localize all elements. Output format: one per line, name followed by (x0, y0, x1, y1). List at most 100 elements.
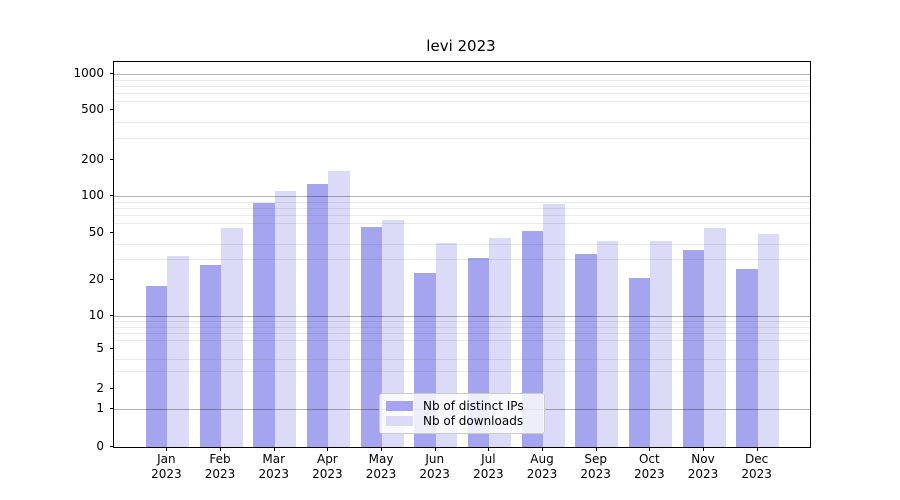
x-tick-year-aug: 2023 (526, 467, 558, 481)
x-tick-label-jun: Jun 2023 (407, 452, 463, 482)
x-tick-aug (542, 447, 544, 451)
x-tick-label-nov: Nov 2023 (675, 452, 731, 482)
bar-distinct-ips-dec (736, 268, 758, 447)
bar-distinct-ips-sep (575, 254, 597, 447)
y-tick-label-1: 1 (96, 401, 104, 416)
bar-distinct-ips-aug (521, 230, 544, 447)
gridline-minor-90 (114, 201, 810, 203)
bar-downloads-apr (328, 170, 350, 447)
bar-distinct-ips-jan (145, 285, 168, 447)
bar-downloads-dec (757, 233, 780, 447)
gridline-minor-60 (114, 223, 810, 225)
gridline-minor-600 (114, 100, 810, 102)
x-tick-label-feb: Feb 2023 (192, 452, 248, 482)
x-tick-oct (649, 447, 651, 451)
y-tick-label-100: 100 (81, 188, 104, 202)
legend-item-distinct-ips: Nb of distinct IPs (386, 398, 538, 414)
x-tick-label-jan: Jan 2023 (138, 452, 194, 482)
x-tick-apr (327, 447, 329, 451)
y-tick-label-50: 50 (88, 224, 104, 239)
bar-downloads-jan (167, 255, 189, 447)
bar-downloads-aug (543, 203, 565, 447)
gridline-minor-700 (114, 92, 810, 94)
x-tick-jan (166, 447, 168, 451)
x-tick-label-aug: Aug 2023 (514, 452, 570, 482)
x-tick-mar (273, 447, 275, 451)
x-tick-year-nov: 2023 (687, 467, 719, 481)
y-tick-label-200: 200 (81, 152, 104, 167)
legend-swatch-downloads (386, 416, 413, 427)
bar-downloads-mar (274, 191, 297, 447)
x-tick-year-jan: 2023 (151, 467, 182, 481)
bar-downloads-may (382, 219, 404, 447)
y-tick-200 (110, 159, 114, 161)
bar-distinct-ips-apr (306, 183, 329, 447)
x-tick-label-mar: Mar 2023 (246, 452, 302, 482)
y-tick-label-0: 0 (96, 439, 104, 453)
gridline-major-10 (114, 316, 810, 317)
gridline-minor-80 (114, 207, 810, 209)
y-tick-label-20: 20 (88, 272, 104, 287)
y-tick-100 (110, 195, 114, 196)
x-tick-label-may: May 2023 (353, 452, 409, 482)
x-tick-year-oct: 2023 (634, 467, 665, 481)
y-tick-label-500: 500 (81, 102, 104, 117)
plot-area (113, 61, 811, 448)
x-tick-year-sep: 2023 (580, 467, 611, 481)
y-tick-500 (110, 109, 114, 111)
bar-distinct-ips-feb (199, 264, 222, 447)
y-tick-1 (110, 408, 114, 410)
y-tick-label-5: 5 (96, 341, 104, 355)
bar-downloads-oct (650, 240, 672, 447)
x-tick-year-may: 2023 (365, 467, 397, 481)
x-tick-dec (756, 447, 758, 451)
y-tick-label-10: 10 (88, 308, 104, 322)
legend: Nb of distinct IPs Nb of downloads (379, 393, 545, 434)
x-tick-jun (434, 447, 436, 451)
legend-swatch-distinct-ips (386, 400, 413, 411)
x-tick-sep (595, 447, 597, 451)
gridline-minor-4 (114, 358, 810, 360)
bar-distinct-ips-mar (253, 202, 275, 447)
x-tick-year-jul: 2023 (473, 467, 504, 481)
x-tick-jul (488, 447, 490, 451)
gridline-minor-9 (114, 321, 810, 323)
x-tick-label-dec: Dec 2023 (729, 452, 785, 482)
bar-downloads-nov (704, 227, 726, 447)
x-tick-label-sep: Sep 2023 (568, 452, 624, 482)
x-tick-nov (703, 447, 704, 451)
x-tick-year-dec: 2023 (741, 467, 772, 481)
bar-distinct-ips-oct (628, 277, 651, 447)
gridline-minor-400 (114, 122, 810, 124)
x-tick-label-jul: Jul 2023 (460, 452, 516, 482)
gridline-minor-900 (114, 79, 810, 81)
y-tick-1000 (110, 73, 114, 75)
gridline-minor-8 (114, 326, 810, 328)
y-tick-0 (110, 446, 114, 447)
bar-distinct-ips-nov (682, 249, 704, 447)
legend-item-downloads: Nb of downloads (386, 414, 538, 430)
x-tick-year-apr: 2023 (312, 467, 343, 481)
y-tick-50 (110, 231, 114, 233)
gridline-minor-7 (114, 332, 810, 334)
chart-title: levi 2023 (426, 37, 496, 55)
bar-distinct-ips-may (360, 226, 383, 447)
x-tick-label-oct: Oct 2023 (621, 452, 677, 482)
y-tick-label-1000: 1000 (73, 66, 104, 81)
y-tick-2 (110, 387, 114, 389)
y-tick-5 (110, 348, 114, 349)
gridline-minor-300 (114, 138, 810, 140)
x-tick-may (381, 447, 383, 451)
bar-downloads-sep (596, 240, 619, 447)
x-tick-feb (220, 447, 222, 451)
y-tick-20 (110, 279, 114, 281)
bar-downloads-feb (221, 227, 243, 447)
x-tick-year-jun: 2023 (419, 467, 450, 481)
x-tick-label-apr: Apr 2023 (299, 452, 355, 482)
gridline-minor-3 (114, 371, 810, 373)
y-tick-label-2: 2 (96, 380, 104, 395)
legend-label-downloads: Nb of downloads (423, 414, 524, 429)
gridline-minor-40 (114, 244, 810, 246)
gridline-minor-30 (114, 259, 810, 261)
